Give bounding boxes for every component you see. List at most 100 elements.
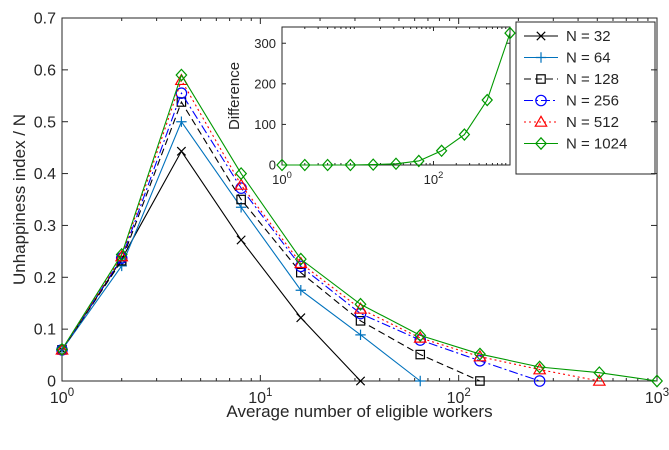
- legend-item: N = 512: [524, 114, 619, 131]
- legend-label: N = 32: [566, 28, 611, 45]
- legend-item: N = 1024: [524, 136, 627, 153]
- data-point: [475, 376, 485, 386]
- data-point: [367, 158, 380, 171]
- y-axis-label: Unhappiness index / N: [10, 114, 29, 285]
- legend-marker: [535, 94, 547, 107]
- data-point: [55, 342, 69, 356]
- y-tick-label: 0.2: [34, 270, 56, 287]
- main-plot-area: [61, 17, 658, 382]
- y-tick-label: 0.4: [34, 166, 56, 183]
- y-tick-label: 0: [47, 374, 56, 391]
- inset-plot-area: [281, 26, 511, 166]
- series-line: [61, 78, 600, 382]
- series-line: [61, 73, 658, 382]
- legend-box: [515, 21, 656, 175]
- inset-series: [276, 26, 516, 172]
- data-point: [234, 178, 248, 190]
- x-tick-label: 100: [272, 170, 292, 187]
- data-point: [235, 166, 248, 181]
- data-point: [355, 329, 366, 341]
- data-point: [55, 342, 69, 355]
- data-point: [355, 316, 366, 326]
- data-point: [236, 194, 246, 205]
- y-tick-label: 0: [269, 158, 276, 173]
- legend: N = 32 N = 64 N = 128 N = 256 N = 512 N = 102…: [515, 21, 656, 175]
- legend-label: N = 128: [566, 71, 619, 88]
- series-5: [55, 68, 664, 388]
- legend-item: N = 256: [524, 93, 619, 110]
- x-tick-label: 102: [447, 387, 471, 407]
- inset-y-ticks: 0 100 200 300: [254, 36, 510, 173]
- legend-item: N = 128: [524, 71, 619, 88]
- data-point: [650, 374, 664, 388]
- data-point: [481, 93, 494, 107]
- data-point: [458, 128, 471, 141]
- y-tick-label: 0.1: [34, 322, 56, 339]
- data-point: [533, 375, 546, 387]
- data-point: [176, 146, 187, 156]
- data-point: [344, 158, 357, 172]
- data-point: [415, 375, 426, 387]
- data-point: [115, 247, 128, 262]
- data-point: [354, 297, 367, 311]
- legend-marker: [534, 115, 548, 127]
- data-point: [175, 68, 188, 82]
- data-point: [412, 154, 425, 168]
- x-tick-label: 103: [645, 387, 669, 407]
- data-point: [321, 158, 334, 172]
- x-tick-label: 102: [424, 170, 444, 187]
- data-point: [294, 252, 307, 266]
- main-y-ticks: 0 0.1 0.2 0.3 0.4 0.5 0.6 0.7: [34, 11, 657, 391]
- y-tick-label: 100: [254, 117, 276, 132]
- legend-marker: [536, 74, 546, 84]
- x-axis-label: Average number of eligible workers: [226, 402, 492, 421]
- y-tick-label: 200: [254, 76, 276, 91]
- inset-y-axis-label: Difference: [226, 62, 243, 130]
- series-line: [282, 32, 511, 166]
- legend-label: N = 256: [566, 93, 619, 110]
- data-point: [296, 313, 306, 323]
- data-point: [415, 349, 426, 360]
- y-tick-label: 0.6: [34, 62, 56, 79]
- y-tick-label: 300: [254, 36, 276, 51]
- y-tick-label: 0.7: [34, 11, 56, 28]
- data-point: [592, 374, 607, 386]
- legend-marker: [536, 31, 546, 41]
- data-point: [236, 235, 246, 245]
- y-tick-label: 0.3: [34, 218, 56, 235]
- legend-items: N = 32 N = 64 N = 128 N = 256 N = 512 N = 102…: [524, 28, 627, 153]
- legend-label: N = 64: [566, 50, 611, 67]
- series-line: [61, 91, 540, 382]
- data-point: [593, 366, 606, 380]
- data-point: [473, 347, 486, 361]
- main-axes: 0 0.1 0.2 0.3 0.4 0.5 0.6 0.7 100 101 102 103 Aver…: [10, 11, 669, 421]
- data-point: [504, 26, 516, 40]
- data-point: [298, 158, 311, 172]
- legend-item: N = 32: [524, 28, 611, 45]
- legend-item: N = 64: [524, 50, 611, 67]
- legend-marker: [535, 52, 547, 63]
- data-point: [353, 302, 368, 314]
- data-point: [175, 87, 188, 99]
- data-point: [176, 116, 187, 127]
- legend-marker: [534, 136, 548, 151]
- data-point: [414, 328, 427, 342]
- legend-label: N = 512: [566, 114, 619, 131]
- legend-label: N = 1024: [566, 136, 627, 153]
- series-0: [276, 26, 516, 172]
- data-point: [533, 360, 546, 374]
- main-x-ticks: 100 101 102 103: [50, 18, 669, 407]
- data-point: [276, 158, 288, 172]
- data-point: [435, 144, 448, 158]
- data-point: [355, 376, 366, 386]
- main-series: [55, 68, 664, 388]
- x-tick-label: 101: [248, 387, 272, 407]
- series-line: [61, 100, 481, 382]
- data-point: [390, 157, 402, 171]
- data-point: [296, 267, 306, 278]
- x-tick-label: 100: [50, 387, 74, 407]
- y-tick-label: 0.5: [34, 114, 56, 131]
- data-point: [295, 285, 307, 296]
